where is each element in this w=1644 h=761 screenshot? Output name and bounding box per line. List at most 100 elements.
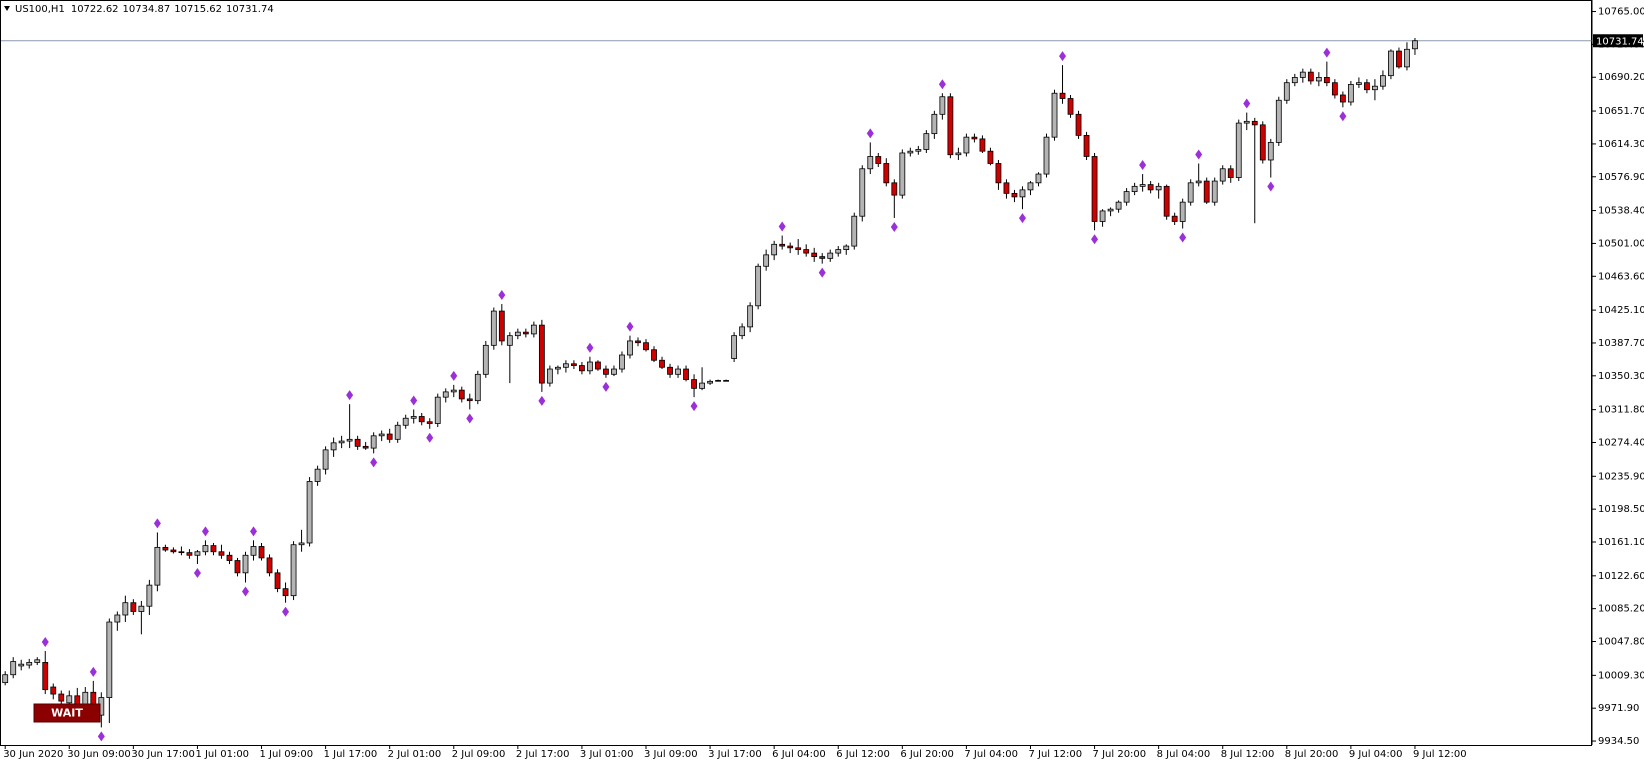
- fractal-down: [370, 457, 378, 468]
- fractal-up: [1139, 160, 1147, 171]
- fractal-down: [602, 381, 610, 392]
- candle-body: [50, 686, 57, 695]
- candle-body: [1283, 82, 1290, 101]
- y-tick-label: 9971.90: [1598, 703, 1639, 714]
- y-tick-label: 10614.30: [1598, 139, 1644, 150]
- candle-body: [82, 691, 89, 705]
- candle-body: [739, 326, 746, 337]
- candle-body: [1123, 191, 1130, 203]
- x-tick-label: 6 Jul 20:00: [900, 749, 954, 760]
- x-tick-label: 1 Jul 17:00: [324, 749, 378, 760]
- x-tick-label: 7 Jul 20:00: [1093, 749, 1147, 760]
- candle-body: [74, 695, 81, 705]
- candle-body: [1027, 182, 1034, 191]
- candle-body: [979, 138, 986, 152]
- candle-body: [282, 588, 289, 597]
- candle-body: [234, 560, 241, 574]
- candle-body: [1011, 192, 1018, 198]
- candle-body: [883, 163, 890, 184]
- candle-body: [915, 149, 922, 152]
- candle-body: [138, 605, 145, 612]
- candle-body: [1275, 99, 1282, 143]
- candle-body: [322, 449, 329, 470]
- candle-body: [514, 331, 521, 337]
- y-tick-label: 10576.90: [1598, 172, 1644, 183]
- open-value: 10722.62: [71, 4, 119, 15]
- chart-header: US100,H1 10722.62 10734.87 10715.62 10731.74: [4, 4, 274, 15]
- candle-body: [1171, 215, 1178, 222]
- candle-body: [715, 380, 721, 382]
- candle-body: [490, 310, 497, 346]
- x-tick-label: 30 Jun 2020: [3, 749, 63, 760]
- candle-body: [2, 674, 9, 684]
- fractal-down: [890, 221, 898, 232]
- candle-body: [843, 245, 850, 250]
- fractal-up: [201, 526, 209, 537]
- candle-body: [506, 335, 513, 346]
- fractal-up: [626, 321, 634, 332]
- candle-body: [1291, 77, 1298, 84]
- candle-body: [530, 324, 537, 335]
- candle-body: [571, 363, 577, 366]
- candle-body: [651, 349, 657, 361]
- candle-body: [266, 557, 273, 574]
- y-tick-label: 10463.60: [1598, 271, 1644, 282]
- candle-body: [178, 551, 185, 554]
- candle-body: [442, 391, 449, 398]
- fractal-up: [346, 390, 354, 401]
- candle-body: [546, 368, 553, 384]
- candle-body: [466, 398, 473, 402]
- candle-body: [563, 363, 569, 368]
- y-tick-label: 10425.10: [1598, 305, 1644, 316]
- candle-body: [554, 366, 561, 370]
- x-tick-label: 2 Jul 17:00: [516, 749, 570, 760]
- candle-body: [114, 614, 121, 623]
- candle-body: [1243, 120, 1250, 124]
- candle-body: [370, 435, 377, 449]
- y-tick-label: 10501.00: [1598, 238, 1644, 249]
- candle-body: [643, 342, 649, 351]
- candle-body: [707, 380, 713, 384]
- candle-body: [827, 252, 834, 259]
- candle-body: [1364, 82, 1370, 91]
- candle-body: [482, 344, 489, 375]
- candle-body: [603, 368, 609, 375]
- candle-body: [763, 254, 770, 267]
- fractal-down: [242, 586, 249, 597]
- high-value: 10734.87: [123, 4, 171, 15]
- candle-body: [619, 354, 625, 370]
- candle-body: [859, 168, 866, 217]
- annotation-text: WAIT: [51, 707, 83, 720]
- symbol: US100,H1: [15, 4, 65, 15]
- candle-body: [1323, 77, 1330, 84]
- y-tick-label: 10198.50: [1598, 504, 1644, 515]
- candle-body: [907, 150, 914, 154]
- candle-body: [1331, 82, 1338, 96]
- candle-body: [931, 113, 938, 135]
- fractal-down: [1179, 232, 1187, 243]
- candle-body: [923, 133, 930, 150]
- fractal-up: [89, 666, 97, 677]
- x-tick-label: 2 Jul 01:00: [388, 749, 442, 760]
- x-tick-label: 1 Jul 01:00: [195, 749, 249, 760]
- y-tick-label: 10235.90: [1598, 471, 1644, 482]
- candle-body: [1404, 48, 1410, 68]
- candle-body: [675, 368, 681, 375]
- fractal-up: [153, 518, 161, 529]
- candle-body: [835, 249, 842, 254]
- candle-body: [274, 572, 281, 590]
- candle-body: [995, 163, 1002, 184]
- low-value: 10715.62: [174, 4, 222, 15]
- candle-body: [218, 551, 225, 556]
- fractal-up: [498, 290, 506, 301]
- y-tick-label: 10122.60: [1598, 571, 1644, 582]
- candle-body: [795, 247, 802, 250]
- candle-body: [426, 421, 433, 424]
- candle-body: [338, 440, 345, 444]
- candle-body: [146, 584, 153, 607]
- fractal-up: [41, 637, 49, 648]
- fractal-up: [1059, 51, 1067, 62]
- x-tick-label: 7 Jul 04:00: [964, 749, 1018, 760]
- candle-body: [522, 331, 529, 335]
